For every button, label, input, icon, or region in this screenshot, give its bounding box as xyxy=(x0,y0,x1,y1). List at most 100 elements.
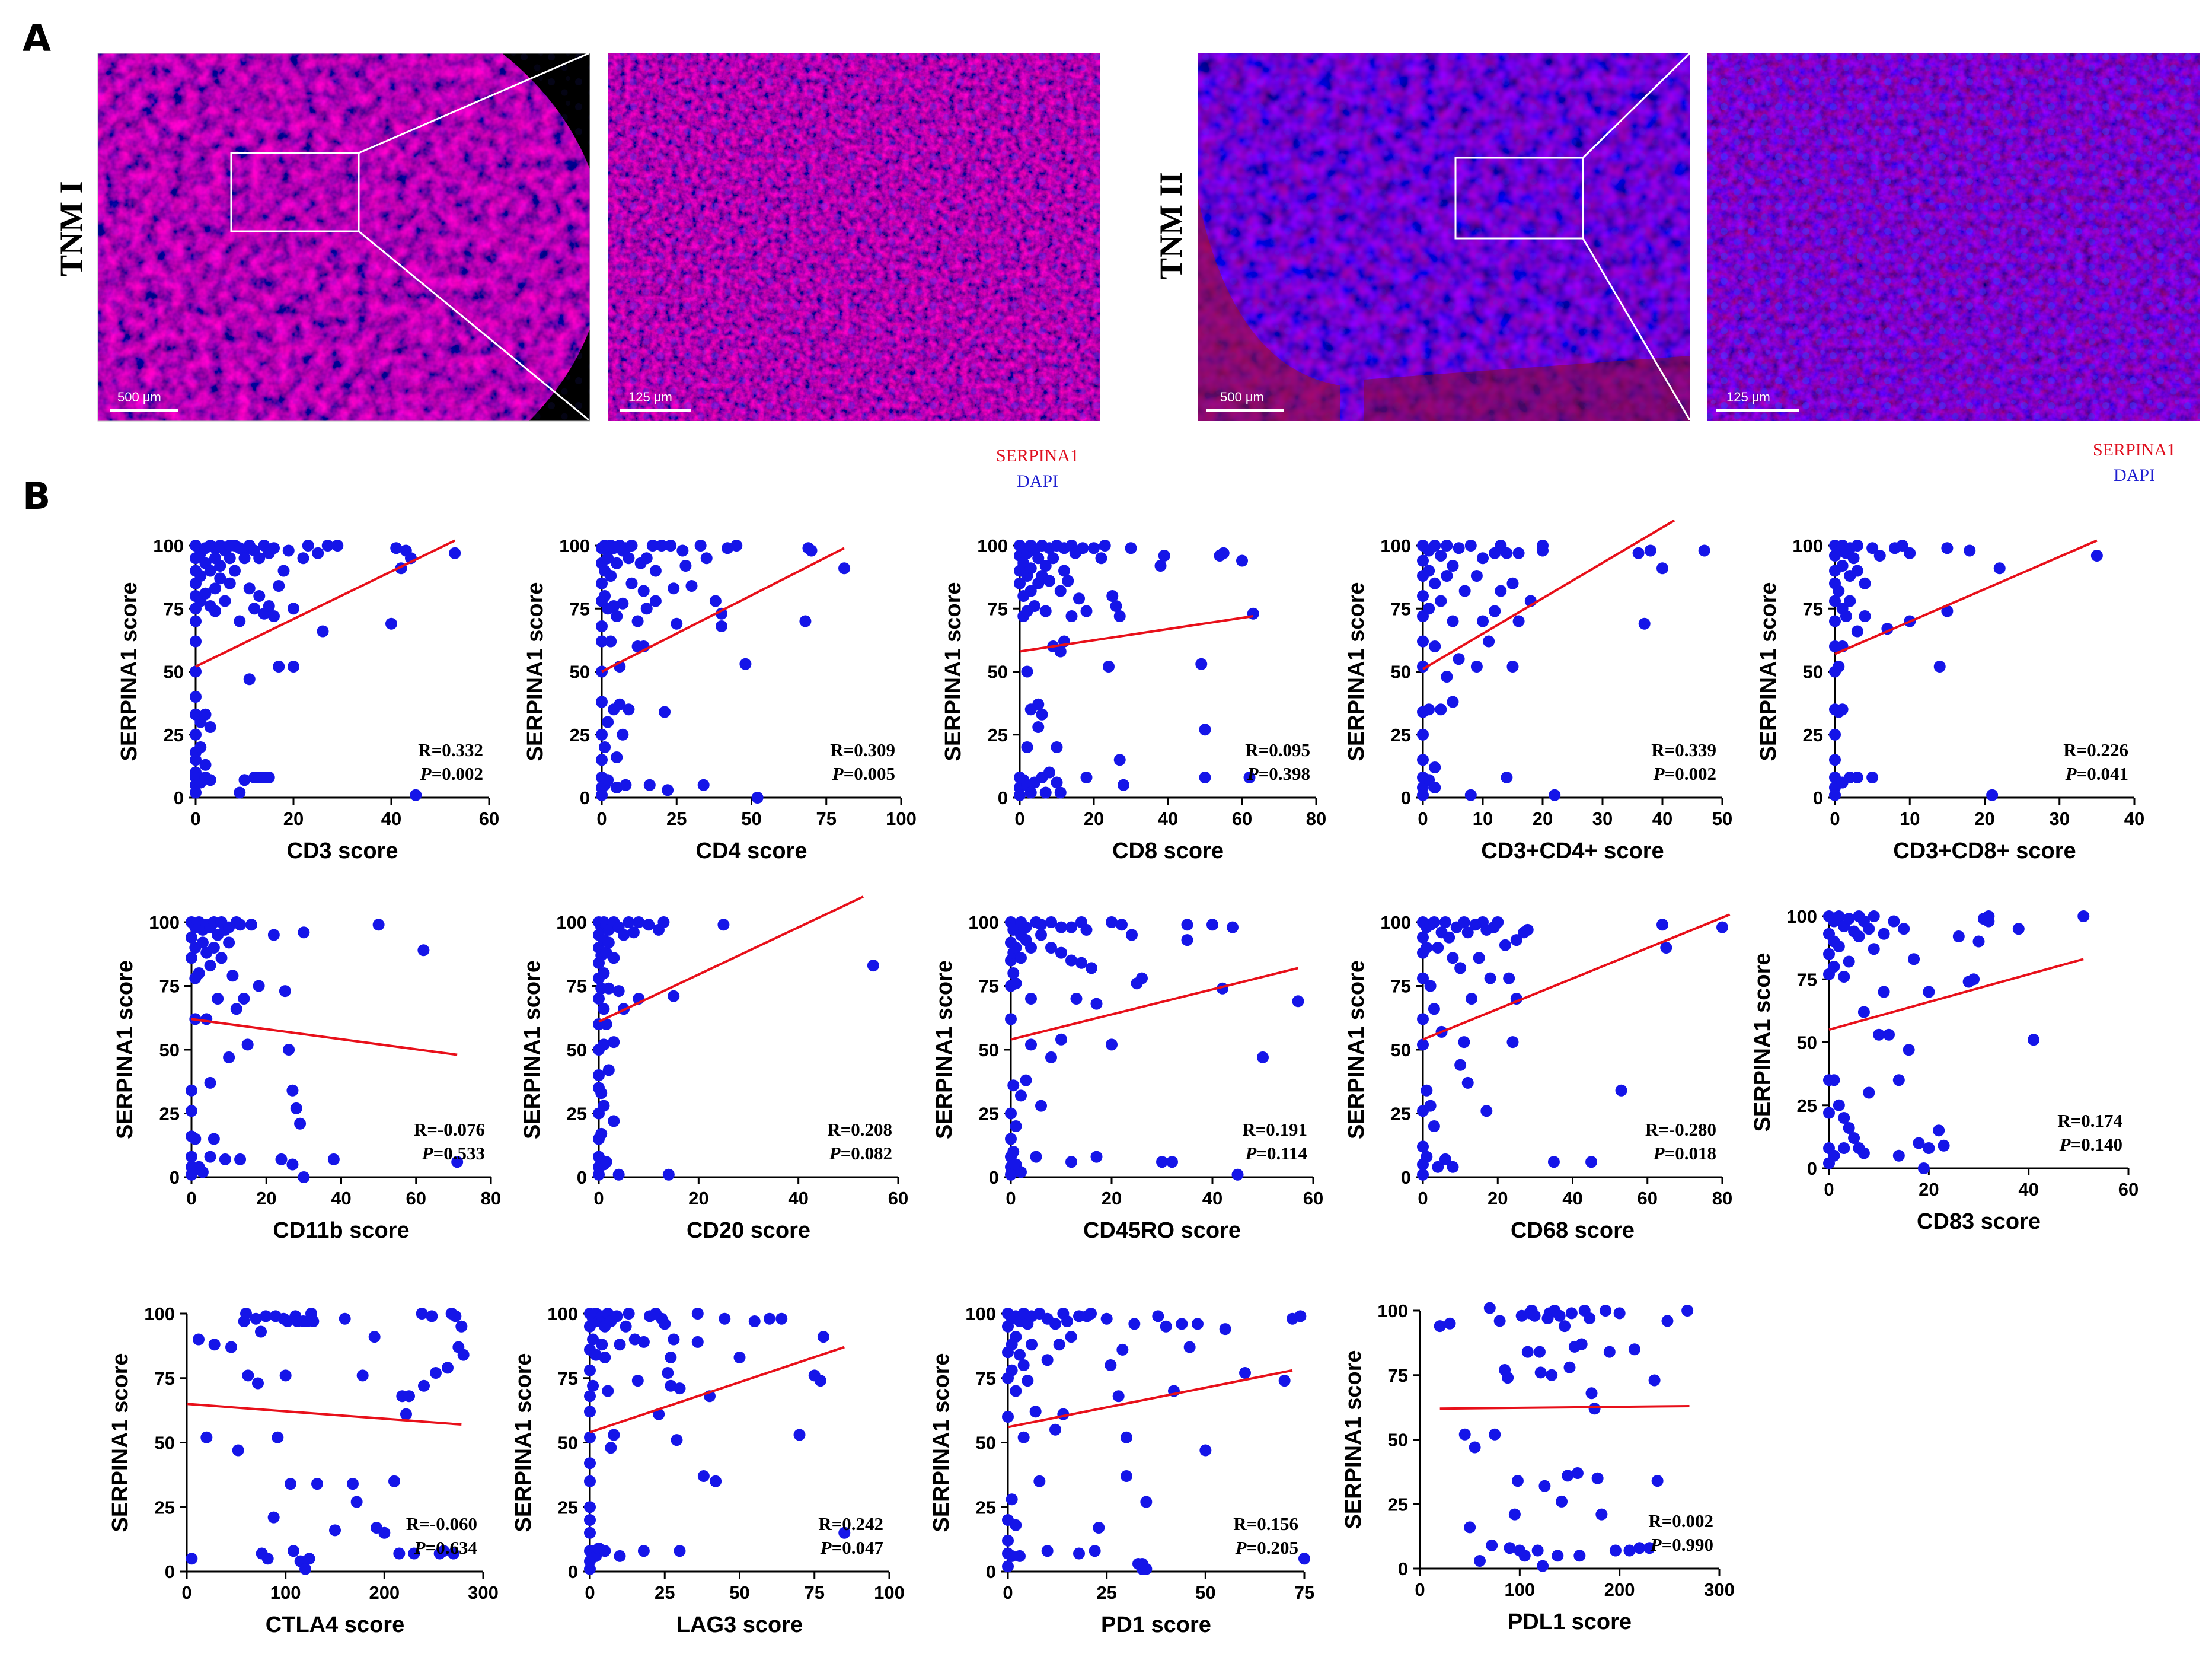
data-point xyxy=(327,1153,340,1165)
x-tick-label: 20 xyxy=(688,1188,708,1209)
data-point xyxy=(584,1514,596,1526)
p-value: P=0.005 xyxy=(832,763,895,784)
data-point xyxy=(1032,698,1045,710)
data-point xyxy=(1477,552,1489,565)
y-tick-label: 50 xyxy=(1797,1032,1817,1053)
x-tick-label: 100 xyxy=(270,1582,301,1603)
x-tick-label: 60 xyxy=(1638,1188,1658,1209)
data-point xyxy=(234,919,247,931)
data-point xyxy=(1010,1120,1022,1132)
x-tick-label: 60 xyxy=(479,808,499,829)
data-point xyxy=(643,779,656,791)
data-point xyxy=(1053,1339,1065,1351)
x-axis-label: CD20 score xyxy=(687,1218,810,1243)
y-tick-label: 0 xyxy=(577,1167,587,1188)
x-tick-label: 25 xyxy=(666,808,687,829)
y-tick-label: 75 xyxy=(558,1368,578,1389)
data-point xyxy=(212,993,224,1005)
y-tick-label: 0 xyxy=(989,1167,999,1188)
y-tick-label: 50 xyxy=(976,1433,996,1454)
y-tick-label: 25 xyxy=(164,725,184,745)
x-tick-label: 0 xyxy=(1006,1188,1016,1209)
data-point xyxy=(2077,910,2090,922)
data-point xyxy=(657,916,670,928)
y-tick-label: 100 xyxy=(559,536,590,556)
data-point xyxy=(1423,565,1435,577)
data-point xyxy=(186,1151,197,1163)
data-point xyxy=(1447,696,1459,708)
data-point xyxy=(1432,1161,1444,1173)
x-tick-label: 300 xyxy=(468,1582,499,1603)
data-point xyxy=(1435,703,1447,716)
data-point xyxy=(390,542,403,554)
data-point xyxy=(685,580,698,592)
data-point xyxy=(1609,1544,1622,1557)
p-value: P=0.114 xyxy=(1244,1143,1307,1164)
data-point xyxy=(388,1475,400,1487)
y-tick-label: 0 xyxy=(1813,788,1823,808)
data-point xyxy=(1025,942,1037,954)
y-tick-label: 75 xyxy=(159,976,180,997)
data-point xyxy=(1065,954,1077,967)
data-point xyxy=(1015,1166,1027,1178)
data-point xyxy=(253,552,266,565)
data-point xyxy=(1032,552,1045,565)
data-point xyxy=(1140,1496,1153,1508)
data-point xyxy=(1461,926,1474,939)
y-tick-label: 0 xyxy=(1401,788,1411,808)
data-point xyxy=(219,1153,231,1165)
data-point xyxy=(1843,955,1855,968)
data-point xyxy=(1941,542,1954,554)
data-point xyxy=(1176,1318,1188,1330)
data-point xyxy=(1454,962,1467,974)
data-point xyxy=(1429,577,1441,589)
data-point xyxy=(277,565,290,577)
data-point xyxy=(1466,993,1478,1005)
r-value: R=0.242 xyxy=(818,1513,883,1534)
data-point xyxy=(219,595,231,607)
data-point xyxy=(596,754,608,766)
data-point xyxy=(1007,1146,1020,1158)
data-point xyxy=(1508,1508,1521,1521)
data-point xyxy=(1110,600,1122,612)
data-point xyxy=(1878,928,1890,940)
data-point xyxy=(243,582,256,595)
y-tick-label: 25 xyxy=(567,1104,587,1124)
data-point xyxy=(1292,995,1304,1008)
data-point xyxy=(671,617,683,630)
data-point xyxy=(1227,921,1239,933)
y-tick-label: 100 xyxy=(1380,912,1411,933)
data-point xyxy=(1033,1475,1046,1487)
y-tick-label: 100 xyxy=(977,536,1008,556)
y-tick-label: 50 xyxy=(988,662,1008,683)
data-point xyxy=(1010,942,1022,954)
data-point xyxy=(1020,921,1032,933)
data-point xyxy=(225,1341,237,1353)
tnm-ii-overview-scale: 500 μm xyxy=(1220,390,1264,404)
y-tick-label: 0 xyxy=(170,1167,180,1188)
data-point xyxy=(1828,1149,1840,1162)
p-value: P=0.002 xyxy=(1653,763,1716,784)
scatter-chart-11: 0 25 50 75 100 0 100 200 300 CTLA4 score SERPINA1 … xyxy=(108,1304,499,1637)
data-point xyxy=(1504,1542,1516,1554)
x-tick-label: 40 xyxy=(381,808,401,829)
data-point xyxy=(1014,789,1026,801)
data-point xyxy=(617,728,629,741)
data-point xyxy=(697,779,710,791)
data-point xyxy=(1002,1560,1014,1573)
data-point xyxy=(1833,1099,1845,1111)
data-point xyxy=(1015,1089,1027,1102)
data-point xyxy=(1892,1074,1905,1086)
data-point xyxy=(1112,1390,1125,1403)
data-point xyxy=(190,615,202,627)
tnm-i-zoom-scale: 125 μm xyxy=(628,390,672,404)
data-point xyxy=(1006,1493,1018,1506)
y-tick-label: 0 xyxy=(986,1561,996,1582)
data-point xyxy=(255,1325,267,1338)
data-point xyxy=(662,1367,674,1379)
data-point xyxy=(631,1375,644,1387)
data-point xyxy=(1651,1475,1664,1487)
data-point xyxy=(1021,665,1033,678)
data-point xyxy=(697,1470,710,1483)
